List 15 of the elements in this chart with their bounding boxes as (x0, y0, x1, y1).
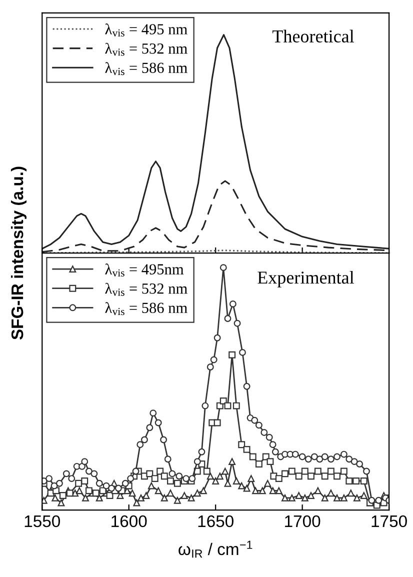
y-axis-title: SFG-IR intensity (a.u.) (10, 166, 27, 340)
x-tick-label: 1750 (372, 515, 407, 528)
annotation: Theoretical (272, 30, 354, 42)
legend-label: λ$_{vis}$ = 586 nm (105, 302, 188, 316)
legend-label: λ$_{vis}$ = 495 nm (105, 24, 188, 36)
legend-label: λ$_{vis}$ = 495nm (105, 264, 184, 277)
x-tick-label: 1700 (285, 515, 320, 528)
legend-label: λ$_{vis}$ = 532 nm (105, 282, 188, 296)
x-tick-label: 1600 (112, 515, 147, 528)
x-tick-label: 1550 (24, 515, 60, 528)
x-axis-title: ω$_{IR}$ / cm$^{−1}$ (178, 540, 252, 558)
x-tick-label: 1650 (198, 515, 234, 528)
annotation: Experimental (258, 271, 354, 288)
legend-label: λ$_{vis}$ = 532 nm (105, 42, 188, 56)
legend-label: λ$_{vis}$ = 586 nm (105, 62, 188, 76)
